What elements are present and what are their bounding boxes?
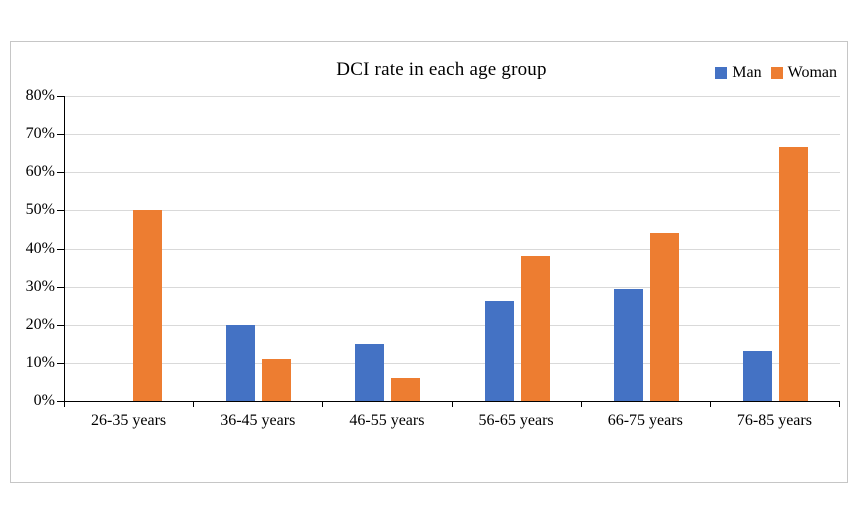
- x-axis-tick: [580, 402, 582, 407]
- y-axis-tick: [57, 172, 64, 174]
- y-axis-tick: [57, 401, 64, 402]
- legend-label: Man: [732, 64, 762, 81]
- chart-title: DCI rate in each age group: [336, 59, 547, 80]
- bar-woman-56-65-years: [520, 255, 550, 401]
- x-axis-label: 66-75 years: [607, 412, 683, 429]
- y-axis-label: 50%: [25, 201, 55, 219]
- y-axis-label: 0%: [33, 392, 55, 409]
- plot-area: [64, 96, 840, 402]
- y-axis-tick: [57, 324, 64, 326]
- bar-man-66-75-years: [613, 288, 643, 401]
- y-axis-tick: [57, 134, 64, 136]
- y-axis-label: 70%: [25, 125, 55, 143]
- gridline-30: [65, 286, 840, 288]
- chart-frame: DCI rate in each age group Man Woman 0% 10…: [10, 41, 848, 483]
- y-axis-label: 10%: [25, 353, 55, 371]
- x-axis-tick: [64, 402, 65, 407]
- bar-woman-46-55-years: [391, 378, 421, 401]
- legend-swatch-icon: [715, 67, 728, 79]
- x-axis-tick: [322, 402, 324, 407]
- gridline-40: [65, 248, 840, 250]
- legend-item-man: Man: [715, 64, 762, 82]
- gridline-50: [65, 210, 840, 212]
- gridline-60: [65, 172, 840, 174]
- bar-man-46-55-years: [355, 343, 385, 401]
- y-axis-tick: [57, 210, 64, 212]
- x-axis-label: 26-35 years: [91, 412, 167, 429]
- legend-item-woman: Woman: [770, 64, 837, 82]
- bar-woman-66-75-years: [649, 233, 679, 401]
- x-axis-label: 46-55 years: [349, 412, 425, 429]
- x-axis-label: 36-45 years: [220, 412, 296, 429]
- gridline-10: [65, 362, 840, 364]
- x-axis-tick: [451, 402, 453, 407]
- y-axis-tick: [57, 96, 64, 97]
- x-axis-tick: [839, 402, 840, 407]
- bar-woman-76-85-years: [778, 146, 808, 401]
- x-axis-label: 56-65 years: [478, 412, 554, 429]
- gridline-80: [65, 96, 840, 97]
- gridline-70: [65, 134, 840, 136]
- y-axis-label: 80%: [25, 87, 55, 104]
- bar-man-36-45-years: [226, 324, 256, 401]
- y-axis-tick: [57, 362, 64, 364]
- bar-man-56-65-years: [484, 300, 514, 401]
- y-axis-label: 60%: [25, 163, 55, 181]
- y-axis-tick: [57, 286, 64, 288]
- legend-swatch-icon: [770, 67, 783, 79]
- bar-man-76-85-years: [742, 351, 772, 401]
- y-axis-label: 40%: [25, 239, 55, 257]
- x-axis-tick: [709, 402, 711, 407]
- x-axis-tick: [193, 402, 195, 407]
- chart-legend: Man Woman: [715, 64, 837, 82]
- y-axis-tick: [57, 248, 64, 250]
- y-axis-label: 30%: [25, 277, 55, 295]
- bar-woman-26-35-years: [133, 210, 163, 401]
- bar-woman-36-45-years: [262, 358, 292, 401]
- x-axis-label: 76-85 years: [736, 412, 812, 429]
- y-axis-label: 20%: [25, 315, 55, 333]
- legend-label: Woman: [787, 64, 837, 81]
- gridline-20: [65, 324, 840, 326]
